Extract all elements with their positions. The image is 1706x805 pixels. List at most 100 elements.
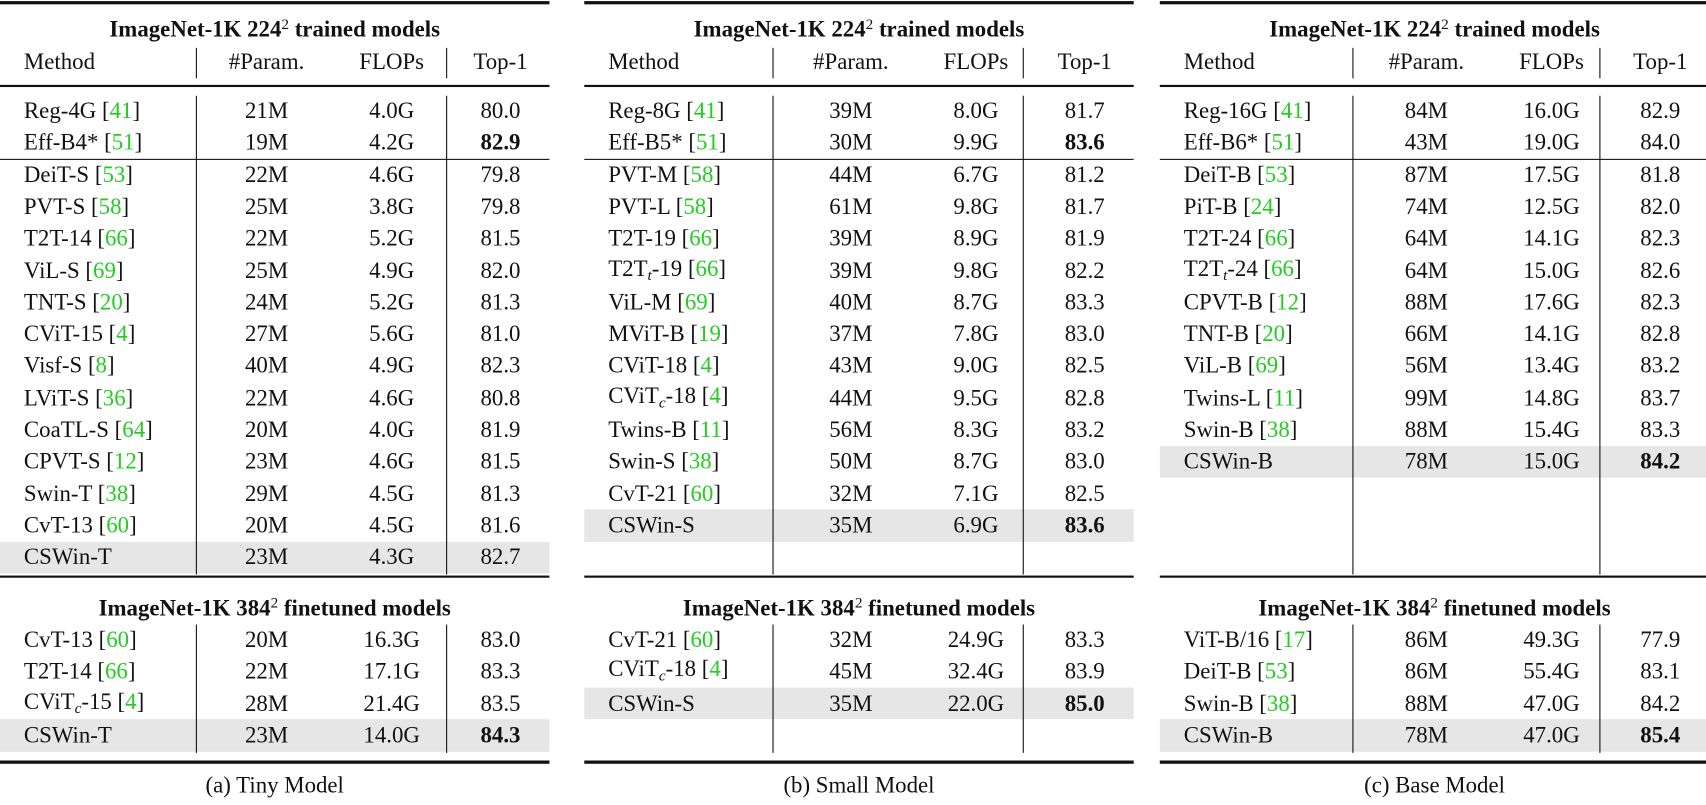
column-header: Method: [23, 48, 96, 75]
flops-cell: 7.1G: [953, 479, 999, 507]
method-suffix: -19: [651, 254, 683, 281]
column-header: #Param.: [228, 48, 305, 75]
top1-cell: 85.0: [1064, 689, 1105, 717]
title-text: ImageNet-1K 224: [1269, 15, 1442, 42]
citation: 36: [95, 384, 133, 410]
flops-cell: 5.2G: [369, 288, 415, 315]
method-name: CSWin-T: [23, 721, 112, 748]
method-cell: Swin-B 38: [1184, 416, 1298, 442]
params-cell: 21M: [244, 97, 289, 124]
section-rule: [0, 575, 550, 578]
params-cell: 56M: [829, 416, 873, 443]
top1-cell: 79.8: [480, 193, 521, 220]
citation: 38: [1259, 690, 1297, 716]
caption: (c) Base Model: [1364, 771, 1505, 799]
method-name: LViT-S: [23, 384, 90, 411]
citation: 69: [85, 257, 123, 283]
citation: 53: [1257, 658, 1295, 684]
flops-cell: 4.3G: [369, 543, 415, 570]
flops-cell: 4.9G: [369, 256, 415, 283]
v-rule: [1022, 624, 1024, 753]
top1-cell: 82.2: [1064, 256, 1105, 283]
method-cell: T2T-19 66: [608, 225, 720, 251]
method-cell: ViT-B/16 17: [1184, 626, 1313, 652]
params-cell: 32M: [829, 479, 873, 507]
v-rule: [195, 95, 197, 575]
column-header: FLOPs: [1519, 48, 1584, 75]
flops-cell: 55.4G: [1523, 658, 1580, 685]
method-cell: TNT-B 20: [1184, 321, 1293, 347]
citation: 58: [683, 161, 721, 187]
flops-cell: 12.5G: [1523, 193, 1580, 220]
citation: 60: [99, 512, 137, 538]
v-rule: [446, 95, 448, 575]
v-rule: [1352, 624, 1354, 753]
citation: 66: [1257, 225, 1295, 251]
method-sub: c: [658, 668, 666, 686]
params-cell: 88M: [1404, 416, 1448, 443]
method-cell: T2T-14 66: [24, 658, 136, 684]
method-name: Twins-B: [608, 416, 687, 443]
section-rule: [584, 575, 1134, 578]
method-cell: CViTc-18 4: [608, 382, 728, 411]
method-name: CvT-13: [23, 511, 93, 538]
flops-cell: 4.5G: [369, 479, 415, 507]
method-cell: DeiT-B 53: [1183, 161, 1296, 188]
params-cell: 23M: [244, 448, 289, 475]
params-cell: 22M: [244, 384, 289, 411]
params-cell: 37M: [829, 320, 873, 347]
method-name: Eff-B4*: [23, 129, 99, 156]
flops-cell: 47.0G: [1523, 689, 1580, 717]
params-cell: 32M: [829, 626, 873, 653]
citation: 53: [1257, 161, 1295, 187]
method-name: CvT-21: [608, 626, 678, 653]
flops-cell: 9.5G: [953, 384, 999, 411]
method-name: CPVT-B: [1183, 288, 1263, 315]
group-rule: [1159, 158, 1706, 160]
flops-cell: 4.6G: [369, 448, 415, 475]
method-cell: MViT-B 19: [608, 321, 728, 347]
method-cell: CViTc-15 4: [24, 688, 144, 717]
method-name: DeiT-S: [23, 161, 90, 188]
params-cell: 64M: [1404, 256, 1448, 283]
method-cell: CSWin-T: [24, 545, 112, 569]
citation: 11: [1266, 384, 1303, 410]
top1-cell: 81.2: [1064, 161, 1105, 188]
title-text: finetuned models: [1437, 594, 1611, 621]
flops-cell: 17.6G: [1523, 288, 1580, 315]
top1-cell: 82.6: [1640, 256, 1681, 283]
top1-cell: 82.3: [1640, 288, 1681, 315]
flops-cell: 15.0G: [1523, 256, 1580, 283]
flops-cell: 9.8G: [953, 193, 999, 220]
top1-cell: 83.6: [1064, 129, 1105, 156]
params-cell: 40M: [244, 352, 289, 379]
flops-cell: 4.0G: [369, 97, 415, 124]
top1-cell: 81.5: [480, 224, 521, 251]
method-cell: CvT-13 60: [24, 626, 137, 652]
title-text: trained models: [873, 15, 1025, 42]
method-name: Swin-T: [23, 479, 93, 507]
title-sup: 2: [1441, 16, 1449, 34]
method-name: ViL-S: [23, 256, 80, 283]
params-cell: 22M: [244, 224, 289, 251]
highlight-row: [1159, 719, 1706, 752]
method-cell: T2Tt-24 66: [1184, 255, 1302, 284]
citation: 66: [1263, 255, 1301, 281]
column-header: #Param.: [1388, 48, 1465, 75]
params-cell: 88M: [1404, 689, 1448, 717]
method-cell: T2Tt-19 66: [608, 254, 726, 284]
top1-cell: 81.6: [480, 511, 521, 538]
method-cell: Reg-16G 41: [1184, 97, 1312, 123]
params-cell: 61M: [829, 193, 873, 220]
flops-cell: 4.2G: [369, 129, 415, 156]
method-name: DeiT-B: [1183, 161, 1252, 188]
flops-cell: 6.7G: [953, 161, 999, 188]
method-cell: CSWin-T: [23, 721, 112, 748]
params-cell: 43M: [1404, 129, 1448, 156]
citation: 58: [91, 193, 129, 219]
citation: 58: [676, 193, 714, 219]
highlight-row: [0, 719, 550, 752]
highlight-row: [0, 541, 550, 574]
method-cell: PiT-B 24: [1184, 193, 1282, 219]
